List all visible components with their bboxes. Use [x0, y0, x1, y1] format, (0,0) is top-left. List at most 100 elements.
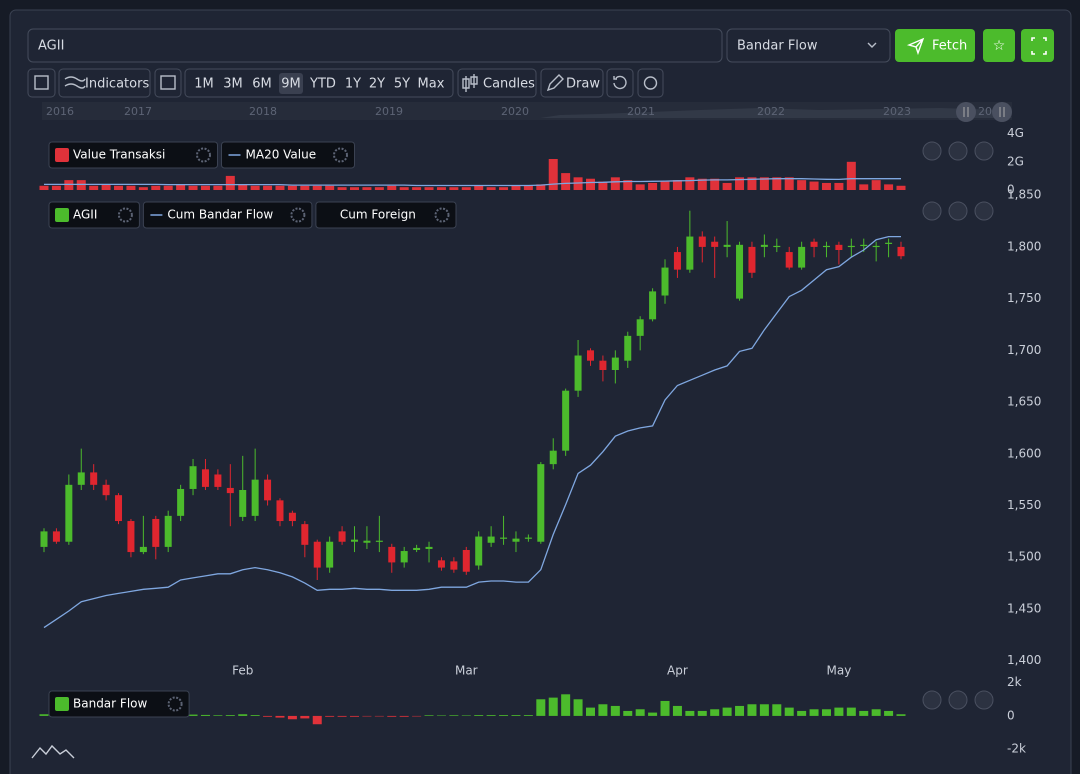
range-button[interactable]: YTD — [309, 77, 336, 92]
settings-button[interactable] — [637, 68, 664, 98]
range-button[interactable]: 9M — [281, 77, 301, 92]
pane-button[interactable] — [922, 141, 942, 161]
candle-body — [313, 541, 321, 568]
pane-button[interactable] — [948, 690, 968, 710]
bar — [585, 707, 595, 716]
bar — [623, 180, 633, 190]
bar — [412, 187, 422, 190]
range-button[interactable]: 1Y — [345, 77, 361, 92]
pane-button[interactable] — [974, 690, 994, 710]
pane-button[interactable] — [974, 141, 994, 161]
bar — [759, 177, 769, 190]
legend-box[interactable] — [48, 141, 218, 169]
bar — [747, 704, 757, 716]
indicators-text: Indicators — [85, 77, 149, 92]
candle-body — [723, 244, 731, 247]
reset-button[interactable] — [606, 68, 634, 98]
indicators-button[interactable] — [58, 68, 151, 98]
pane-button[interactable] — [948, 201, 968, 221]
y-tick-label: 1,600 — [1007, 446, 1041, 460]
expand-icon — [1031, 37, 1047, 55]
bar — [176, 184, 186, 190]
candle-body — [152, 518, 160, 547]
bar — [735, 705, 745, 716]
bar — [350, 187, 360, 190]
legend-box[interactable] — [221, 141, 355, 169]
candle-body — [102, 484, 110, 496]
candle-body — [686, 236, 694, 270]
candle-body — [363, 540, 371, 543]
x-tick-label: Feb — [232, 664, 253, 678]
range-button[interactable]: 1M — [194, 77, 214, 92]
candle-body — [760, 244, 768, 247]
y-tick-label: 1,500 — [1007, 550, 1041, 564]
candle-body — [736, 244, 744, 299]
pane-button[interactable] — [922, 201, 942, 221]
candle-body — [835, 244, 843, 250]
bar — [312, 185, 322, 190]
range-button[interactable]: 5Y — [394, 77, 410, 92]
bar — [809, 709, 819, 716]
x-tick-label: May — [826, 664, 851, 678]
range-button[interactable]: 3M — [223, 77, 243, 92]
range-button[interactable]: 2Y — [369, 77, 385, 92]
indicator-text: Bandar Flow — [737, 39, 818, 54]
y-tick-label: 1,700 — [1007, 343, 1041, 357]
year-label: 2020 — [501, 105, 529, 118]
bar — [374, 715, 384, 717]
bar — [474, 185, 484, 190]
save-button[interactable] — [27, 68, 56, 98]
pane-button[interactable] — [922, 690, 942, 710]
candle-body — [673, 252, 681, 270]
legend-box[interactable] — [142, 201, 313, 229]
bar — [225, 715, 235, 716]
candle-body — [872, 245, 880, 248]
pane-button[interactable] — [974, 201, 994, 221]
bar — [250, 185, 260, 190]
nav-handle[interactable] — [992, 102, 1012, 122]
indicators-icon — [64, 76, 86, 89]
candles-button[interactable] — [457, 68, 537, 98]
bar — [809, 181, 819, 190]
candle-body — [661, 267, 669, 296]
candle-body — [139, 546, 147, 553]
bar — [300, 185, 310, 190]
indicator-select[interactable] — [726, 28, 891, 63]
bar — [449, 187, 459, 190]
bar — [39, 714, 49, 716]
range-button[interactable]: 6M — [252, 77, 272, 92]
bar — [250, 715, 260, 716]
bar — [76, 180, 86, 190]
bar — [263, 185, 273, 190]
bar — [300, 715, 310, 719]
candle-body — [251, 479, 259, 516]
candle-body — [624, 335, 632, 361]
logo — [31, 744, 75, 759]
expand-button[interactable] — [1021, 29, 1054, 62]
y-tick-label: 1,750 — [1007, 291, 1041, 305]
candle-body — [822, 245, 830, 248]
bar — [846, 707, 856, 716]
candle-body — [189, 466, 197, 489]
range-group — [184, 68, 454, 98]
fetch-button[interactable] — [895, 29, 975, 62]
candle-body — [326, 541, 334, 568]
pane-button[interactable] — [948, 141, 968, 161]
bar — [350, 715, 360, 717]
candle-body — [810, 241, 818, 247]
draw-button[interactable] — [540, 68, 604, 98]
legend-box[interactable] — [315, 201, 457, 229]
symbol-input[interactable] — [27, 28, 723, 63]
calendar-button[interactable] — [154, 68, 182, 98]
year-label: 2017 — [124, 105, 152, 118]
bar — [449, 715, 459, 716]
range-button[interactable]: Max — [418, 77, 445, 92]
nav-handle[interactable] — [956, 102, 976, 122]
candle-body — [885, 242, 893, 244]
star-button[interactable] — [983, 29, 1015, 62]
bar — [772, 704, 782, 716]
legend-box[interactable] — [48, 201, 140, 229]
bar — [561, 173, 571, 190]
legend-box[interactable] — [48, 690, 190, 718]
candle-body — [52, 531, 60, 542]
